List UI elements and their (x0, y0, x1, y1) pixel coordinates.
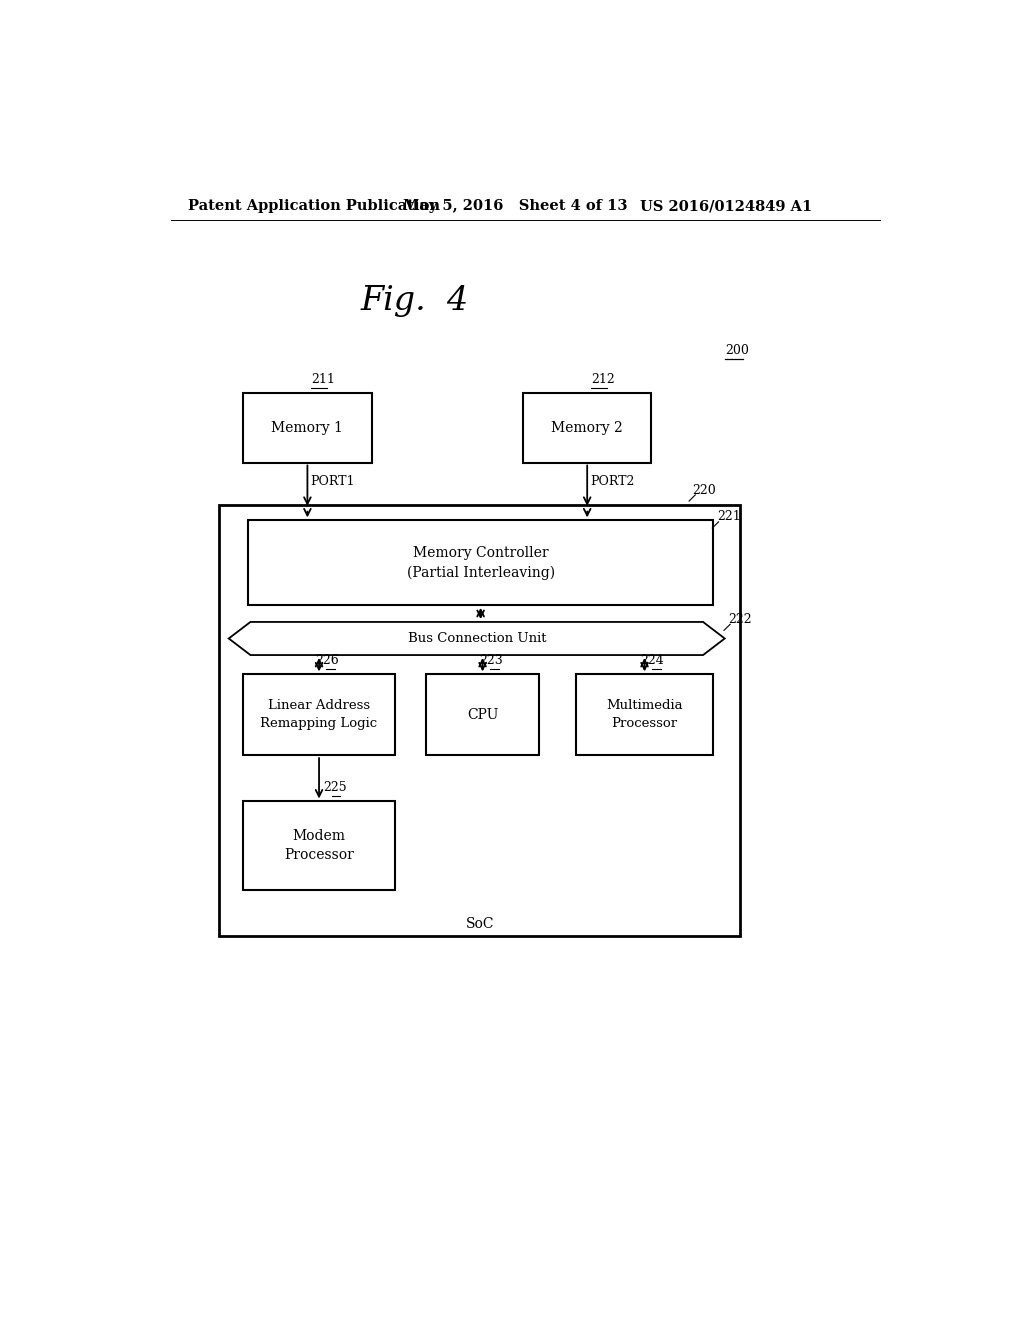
Bar (248, 520, 713, 605)
Bar (243, 801, 395, 890)
Text: May 5, 2016   Sheet 4 of 13: May 5, 2016 Sheet 4 of 13 (403, 199, 628, 213)
Text: PORT2: PORT2 (590, 475, 635, 488)
Text: Linear Address
Remapping Logic: Linear Address Remapping Logic (260, 700, 378, 730)
Text: 222: 222 (729, 612, 753, 626)
Text: SoC: SoC (466, 917, 495, 931)
Text: 212: 212 (591, 372, 614, 385)
Text: 223: 223 (478, 653, 503, 667)
Text: Memory Controller
(Partial Interleaving): Memory Controller (Partial Interleaving) (407, 545, 555, 579)
Bar (243, 675, 395, 755)
Bar (575, 675, 713, 755)
Polygon shape (228, 622, 725, 655)
Text: CPU: CPU (467, 708, 499, 722)
Text: Multimedia
Processor: Multimedia Processor (606, 700, 683, 730)
Text: Fig.  4: Fig. 4 (360, 285, 469, 317)
Text: Bus Connection Unit: Bus Connection Unit (408, 632, 546, 645)
Text: PORT1: PORT1 (310, 475, 355, 488)
Text: 211: 211 (311, 372, 335, 385)
Bar (243, 393, 372, 462)
Text: US 2016/0124849 A1: US 2016/0124849 A1 (640, 199, 812, 213)
Text: 200: 200 (725, 345, 749, 358)
Text: 221: 221 (717, 511, 740, 524)
Text: Patent Application Publication: Patent Application Publication (188, 199, 440, 213)
Text: 224: 224 (641, 653, 665, 667)
Text: Modem
Processor: Modem Processor (284, 829, 354, 862)
Text: Memory 2: Memory 2 (551, 421, 623, 434)
Bar (523, 393, 651, 462)
Text: Memory 1: Memory 1 (271, 421, 343, 434)
Text: 225: 225 (323, 780, 346, 793)
Bar (426, 675, 539, 755)
Bar (219, 506, 740, 936)
Text: 220: 220 (692, 484, 716, 498)
Text: 226: 226 (315, 653, 339, 667)
